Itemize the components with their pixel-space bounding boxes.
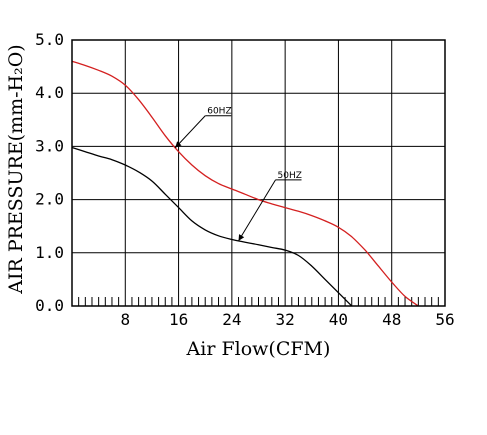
annotation-layer: 60HZ 50HZ xyxy=(174,107,302,242)
y-tick-label: 0.0 xyxy=(35,296,64,315)
annotation-arrowhead xyxy=(175,141,182,148)
y-tick-label: 5.0 xyxy=(35,30,64,49)
x-tick-label: 56 xyxy=(435,310,454,329)
annotation-leader xyxy=(238,179,276,242)
annotation-label: 50HZ xyxy=(278,171,302,181)
x-tick-label: 48 xyxy=(382,310,401,329)
x-axis-title: Air Flow(CFM) xyxy=(186,338,331,360)
x-tick-label: 8 xyxy=(120,310,130,329)
plot-frame xyxy=(71,39,446,307)
series-line-50hz xyxy=(71,146,353,307)
annotation-60hz: 60HZ xyxy=(174,107,232,149)
x-tick-labels: 8 16 24 32 40 48 56 xyxy=(120,310,454,329)
series-line-60hz xyxy=(71,60,419,307)
series-layer xyxy=(71,60,419,307)
y-axis-title: AIR PRESSURE(mm-H₂O) xyxy=(5,44,27,294)
y-tick-label: 4.0 xyxy=(35,83,64,102)
x-tick-label: 16 xyxy=(169,310,188,329)
annotation-leader xyxy=(174,115,206,149)
x-tick-label: 32 xyxy=(276,310,295,329)
y-tick-label: 3.0 xyxy=(35,136,64,155)
y-tick-labels: 0.0 1.0 2.0 3.0 4.0 5.0 xyxy=(35,30,64,315)
x-minor-ticks xyxy=(78,297,439,306)
x-tick-label: 24 xyxy=(222,310,241,329)
annotation-label: 60HZ xyxy=(207,107,231,117)
y-tick-label: 1.0 xyxy=(35,243,64,262)
annotation-arrowhead xyxy=(238,234,245,241)
x-tick-label: 40 xyxy=(329,310,348,329)
y-tick-label: 2.0 xyxy=(35,190,64,209)
annotation-50hz: 50HZ xyxy=(238,171,302,242)
grid xyxy=(72,40,445,306)
